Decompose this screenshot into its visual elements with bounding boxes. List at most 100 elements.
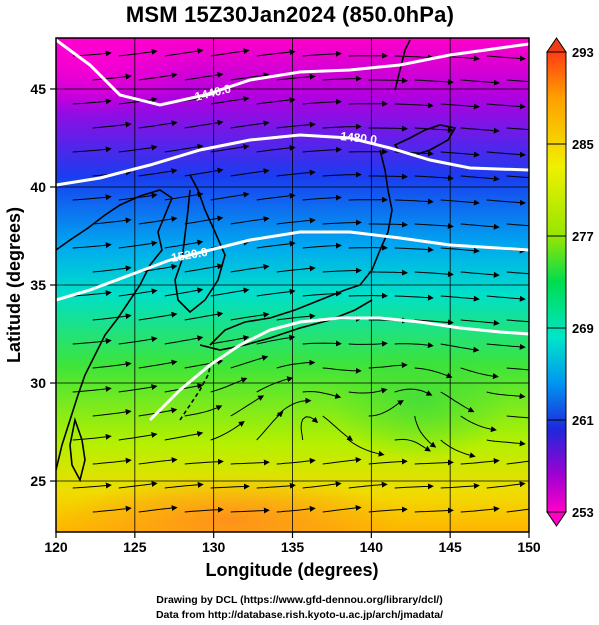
streamline bbox=[210, 48, 250, 57]
streamline bbox=[486, 295, 526, 302]
streamline bbox=[394, 102, 434, 109]
streamline bbox=[92, 457, 132, 465]
streamline bbox=[440, 482, 480, 489]
streamline bbox=[368, 77, 408, 84]
streamline bbox=[302, 98, 342, 105]
x-tick-label: 120 bbox=[44, 539, 68, 555]
streamline bbox=[276, 217, 316, 225]
credit-data: Data from http://database.rish.kyoto-u.a… bbox=[155, 609, 444, 621]
streamline bbox=[506, 127, 529, 131]
colorbar-tick-label: 269 bbox=[572, 321, 594, 336]
streamline bbox=[256, 49, 296, 57]
streamline bbox=[164, 48, 204, 57]
streamline bbox=[256, 482, 296, 489]
streamline bbox=[138, 457, 178, 465]
streamline bbox=[92, 73, 132, 81]
x-tick-label: 130 bbox=[202, 539, 226, 555]
streamline bbox=[230, 459, 270, 466]
streamline bbox=[164, 431, 204, 441]
coast-taiwan bbox=[69, 416, 86, 483]
colorbar-tick-label: 285 bbox=[572, 137, 594, 152]
contour-1520 bbox=[56, 230, 529, 302]
streamline bbox=[92, 217, 132, 225]
streamline bbox=[118, 96, 158, 105]
y-tick-label: 45 bbox=[30, 81, 46, 97]
streamline bbox=[92, 361, 132, 369]
streamline bbox=[210, 421, 245, 441]
streamline bbox=[164, 143, 204, 153]
streamline bbox=[322, 267, 362, 274]
credit-drawing: Drawing by DCL (https://www.gfd-dennou.o… bbox=[156, 594, 443, 606]
streamline bbox=[506, 460, 529, 465]
contour-1560 bbox=[148, 316, 529, 422]
streamline bbox=[414, 78, 454, 85]
streamline bbox=[72, 338, 112, 345]
streamline bbox=[440, 391, 475, 413]
streamline bbox=[210, 377, 248, 393]
colorbar-tick-label: 253 bbox=[572, 505, 594, 520]
streamline bbox=[394, 438, 431, 452]
streamline bbox=[506, 508, 529, 513]
streamline bbox=[184, 506, 224, 513]
streamline bbox=[118, 288, 158, 297]
streamline bbox=[230, 311, 270, 321]
coast-japan-south bbox=[199, 299, 373, 351]
streamline bbox=[322, 456, 362, 465]
streamline bbox=[440, 103, 480, 110]
y-tick-label: 35 bbox=[30, 277, 46, 293]
streamline bbox=[276, 505, 316, 513]
streamline bbox=[230, 263, 270, 273]
streamline bbox=[486, 151, 526, 158]
streamline bbox=[302, 50, 342, 57]
streamline bbox=[322, 219, 362, 226]
streamline bbox=[256, 192, 296, 201]
x-tick-label: 150 bbox=[517, 539, 541, 555]
streamline bbox=[72, 146, 112, 153]
streamline bbox=[184, 311, 224, 321]
contour-label-1520: 1520.0 bbox=[170, 245, 209, 265]
streamline bbox=[276, 73, 316, 81]
streamline bbox=[414, 459, 454, 466]
colorbar-body bbox=[546, 51, 567, 513]
streamline bbox=[414, 319, 454, 326]
streamline bbox=[414, 415, 437, 448]
streamline bbox=[486, 55, 526, 62]
streamline bbox=[184, 167, 224, 177]
colorbar-tick-label: 293 bbox=[572, 45, 594, 60]
streamline bbox=[138, 120, 178, 129]
map-figure: 1440.0 1480.0 1520.0 120 125 130 135 140 145 1… bbox=[4, 37, 594, 580]
streamline bbox=[184, 458, 224, 465]
streamline bbox=[486, 343, 526, 350]
streamline bbox=[72, 433, 112, 441]
streamline bbox=[118, 240, 158, 249]
streamline bbox=[460, 319, 500, 326]
streamline bbox=[276, 265, 316, 273]
streamline bbox=[302, 242, 342, 249]
streamline bbox=[440, 199, 480, 206]
y-axis-ticks: 25 30 35 40 45 bbox=[30, 81, 56, 489]
streamline bbox=[440, 247, 480, 254]
streamline bbox=[368, 458, 408, 465]
streamline bbox=[460, 127, 500, 134]
streamline bbox=[302, 390, 342, 399]
streamline bbox=[92, 265, 132, 273]
streamline bbox=[368, 173, 408, 180]
streamline bbox=[256, 334, 296, 345]
x-tick-label: 145 bbox=[438, 539, 462, 555]
streamline bbox=[302, 194, 342, 201]
streamline bbox=[440, 151, 480, 158]
y-tick-label: 40 bbox=[30, 179, 46, 195]
height-contours bbox=[56, 38, 529, 422]
streamline bbox=[440, 439, 476, 459]
x-tick-label: 125 bbox=[123, 539, 147, 555]
y-tick-label: 30 bbox=[30, 375, 46, 391]
coast-china-korea bbox=[56, 189, 173, 471]
colorbar-bottom-cap bbox=[546, 511, 567, 527]
streamline bbox=[92, 408, 132, 417]
streamline bbox=[138, 263, 178, 273]
streamline bbox=[460, 223, 500, 230]
streamline bbox=[276, 457, 316, 465]
streamline bbox=[460, 458, 500, 465]
streamline bbox=[302, 481, 342, 489]
streamline bbox=[118, 384, 158, 393]
